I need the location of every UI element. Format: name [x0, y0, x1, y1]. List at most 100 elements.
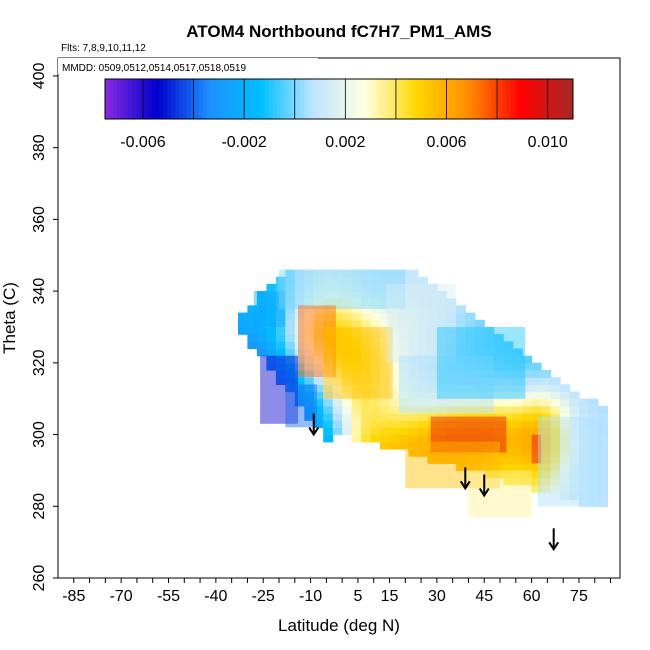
heatmap-cell: [484, 327, 495, 335]
colorbar-tick-label: 0.002: [325, 134, 365, 151]
colorbar-segment: [225, 79, 231, 119]
heatmap-cell: [351, 413, 362, 421]
colorbar-segment: [557, 79, 562, 119]
colorbar-segment: [420, 79, 426, 119]
colorbar-segment: [183, 79, 188, 119]
heatmap-cell: [560, 491, 571, 500]
heatmap-cell: [550, 427, 561, 436]
heatmap-cell: [588, 448, 599, 457]
heatmap-cell: [332, 370, 343, 378]
heatmap-region: [298, 305, 336, 378]
heatmap-cell: [247, 327, 258, 335]
heatmap-cell: [493, 434, 504, 443]
heatmap-cell: [323, 405, 334, 414]
heatmap-cell: [370, 362, 381, 371]
heatmap-cell: [512, 405, 523, 414]
heatmap-cell: [389, 434, 400, 443]
heatmap-cell: [332, 377, 343, 385]
x-tick-label: -25: [252, 588, 275, 605]
heatmap-cell: [351, 283, 362, 292]
heatmap-cell: [389, 341, 400, 350]
heatmap-cell: [474, 420, 485, 428]
heatmap-region: [253, 291, 286, 327]
heatmap-cell: [256, 334, 267, 342]
heatmap-cell: [560, 470, 571, 479]
heatmap-cell: [588, 420, 599, 428]
colorbar-segment: [432, 79, 437, 119]
colorbar-segment: [506, 79, 512, 119]
heatmap-cell: [427, 391, 438, 400]
heatmap-cell: [313, 348, 324, 357]
heatmap-cell: [380, 319, 391, 328]
colorbar-segment: [346, 79, 352, 119]
heatmap-cell: [399, 405, 410, 414]
colorbar-segment: [397, 79, 402, 119]
heatmap-cell: [342, 355, 353, 364]
heatmap-cell: [417, 341, 428, 350]
heatmap-cell: [380, 398, 391, 407]
heatmap-cell: [484, 391, 495, 400]
colorbar-segment: [498, 79, 504, 119]
colorbar-segment: [456, 79, 461, 119]
colorbar-segment: [479, 79, 484, 119]
heatmap-cell: [256, 348, 267, 357]
heatmap-cell: [579, 456, 590, 464]
heatmap-cell: [351, 434, 362, 443]
heatmap-cell: [380, 391, 391, 400]
heatmap-cell: [512, 413, 523, 421]
heatmap-cell: [285, 305, 296, 314]
heatmap-cell: [408, 334, 419, 342]
heatmap-cell: [541, 484, 552, 493]
heatmap-cell: [569, 405, 580, 414]
heatmap-cell: [247, 334, 258, 342]
heatmap-cell: [493, 427, 504, 436]
colorbar-segment: [561, 79, 566, 119]
heatmap-cell: [361, 291, 372, 299]
heatmap-cell: [408, 348, 419, 357]
heatmap-cell: [342, 341, 353, 350]
heatmap-cell: [531, 391, 542, 400]
heatmap-cell: [342, 319, 353, 328]
heatmap-cell: [389, 377, 400, 385]
colorbar-segment: [284, 79, 289, 119]
heatmap-cell: [351, 334, 362, 342]
heatmap-cell: [342, 305, 353, 314]
colorbar-segment: [569, 79, 574, 119]
heatmap-cell: [455, 398, 466, 407]
colorbar-segment: [436, 79, 441, 119]
x-tick-label: 30: [428, 588, 446, 605]
colorbar-segment: [526, 79, 531, 119]
heatmap-cell: [342, 427, 353, 436]
heatmap-cell: [380, 312, 391, 321]
heatmap-cell: [370, 355, 381, 364]
heatmap-cell: [512, 362, 523, 371]
heatmap-cell: [323, 391, 334, 400]
heatmap-cell: [332, 362, 343, 371]
heatmap-cell: [389, 355, 400, 364]
heatmap-cell: [493, 348, 504, 357]
colorbar-segment: [300, 79, 305, 119]
colorbar-segment: [502, 79, 508, 119]
heatmap-cell: [323, 305, 334, 314]
heatmap-cell: [361, 348, 372, 357]
heatmap-cell: [380, 355, 391, 364]
heatmap-cell: [436, 434, 447, 443]
heatmap-cell: [484, 427, 495, 436]
heatmap-cell: [455, 463, 466, 471]
heatmap-cell: [285, 370, 296, 378]
heatmap-cell: [503, 384, 514, 393]
heatmap-cell: [455, 348, 466, 357]
colorbar-segment: [381, 79, 387, 119]
heatmap-cell: [380, 362, 391, 371]
colorbar-segment: [385, 79, 391, 119]
heatmap-cell: [427, 291, 438, 299]
heatmap-cell: [597, 427, 608, 436]
heatmap-cell: [474, 370, 485, 378]
heatmap-cell: [323, 377, 334, 385]
heatmap-cell: [493, 420, 504, 428]
heatmap-cell: [294, 391, 305, 400]
colorbar-segment: [112, 79, 118, 119]
heatmap-cell: [332, 276, 343, 285]
colorbar-segment: [108, 79, 114, 119]
heatmap-cell: [579, 499, 590, 507]
